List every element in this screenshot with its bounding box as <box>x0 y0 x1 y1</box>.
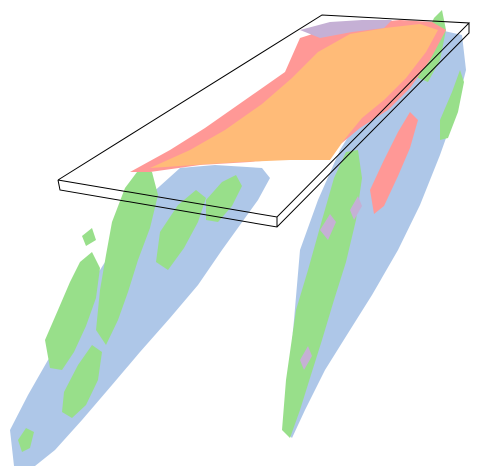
left-slab-green-mid <box>45 252 100 370</box>
left-slab-green-strip-a <box>156 190 206 270</box>
left-slab <box>10 165 270 466</box>
right-slab-purple-spots <box>300 196 362 370</box>
top-surface <box>130 20 446 172</box>
right-slab <box>282 10 466 438</box>
bounding-box-frame <box>57 14 471 228</box>
left-slab-green-speck <box>82 228 96 246</box>
top-surface-orange-sheet <box>150 24 438 168</box>
left-slab-green-upper <box>96 168 158 345</box>
right-slab-blue-region <box>284 30 466 438</box>
left-slab-green-lower <box>62 345 102 418</box>
right-slab-green-long <box>282 150 362 438</box>
right-slab-red-stripe <box>370 112 418 214</box>
left-slab-green-tip <box>18 428 34 452</box>
right-slab-green-edge <box>440 70 464 140</box>
left-slab-green-strip-b <box>206 175 242 222</box>
top-surface-purple-strip <box>300 20 392 38</box>
